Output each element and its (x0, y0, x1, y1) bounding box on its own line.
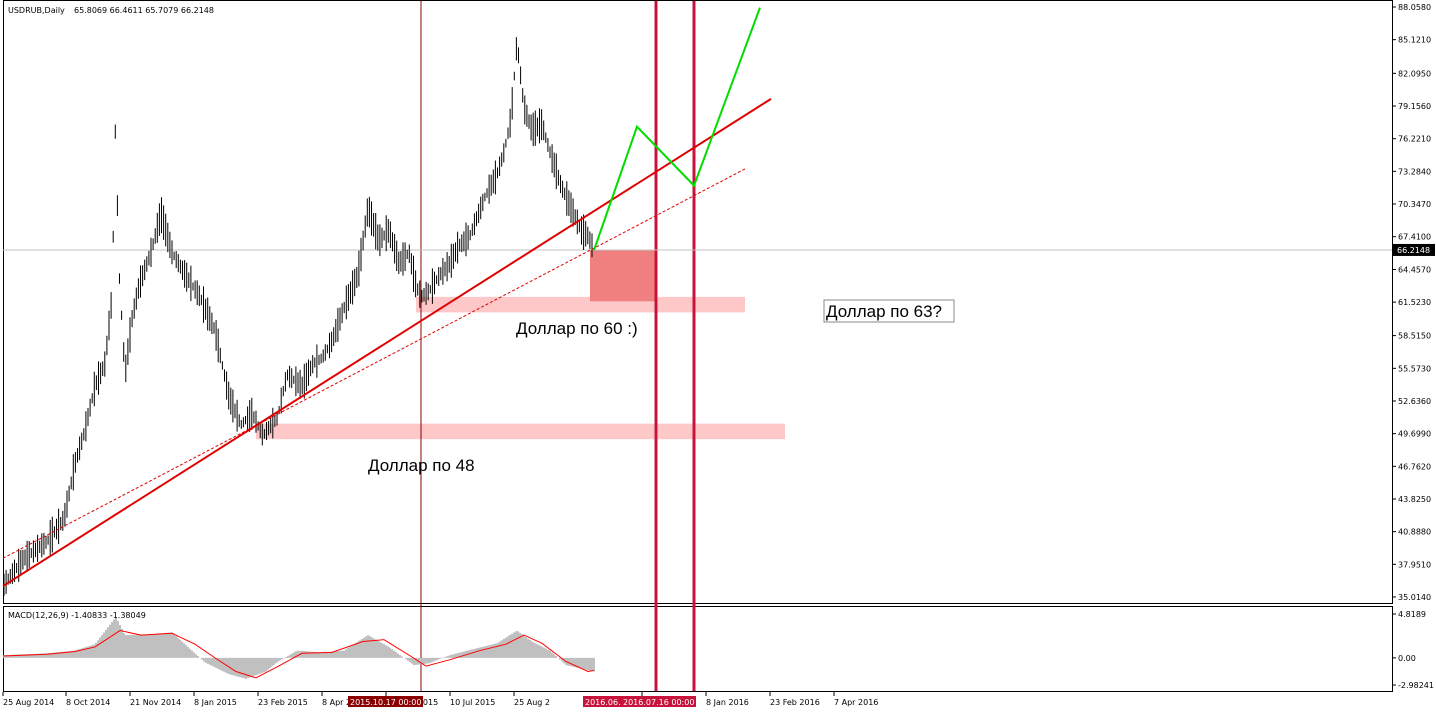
time-label: 25 Aug 2 (514, 698, 550, 707)
price-tick-label: 43.8250 (1398, 495, 1431, 504)
current-price-label: 66.2148 (1397, 246, 1430, 255)
price-tick-label: 40.8880 (1398, 528, 1431, 537)
price-tick-label: 82.0950 (1398, 69, 1431, 78)
price-tick-label: 49.6990 (1398, 430, 1431, 439)
price-tick-label: 67.4100 (1398, 233, 1431, 242)
header-ohlc: 65.8069 66.4611 65.7079 66.2148 (74, 6, 214, 15)
price-tick-label: 52.6360 (1398, 397, 1431, 406)
annotation-60: Доллар по 60 :) (516, 319, 638, 338)
time-label: 8 Oct 2014 (66, 698, 110, 707)
macd-header: MACD(12,26,9) -1.40833 -1.38049 (8, 611, 146, 620)
time-label: 10 Jul 2015 (450, 698, 495, 707)
price-tick-label: 88.0580 (1398, 3, 1431, 12)
macd-tick-label: -2.98241 (1398, 681, 1434, 690)
annotation-48: Доллар по 48 (368, 456, 475, 475)
price-tick-label: 61.5230 (1398, 298, 1431, 307)
annotation-63: Доллар по 63? (826, 302, 942, 321)
price-tick-label: 73.2840 (1398, 167, 1431, 176)
time-highlight-label: 2016.07.16 00:00 (623, 698, 694, 707)
macd-signal-line (2, 630, 595, 679)
price-zones (256, 250, 785, 440)
trend-line-1 (2, 98, 772, 587)
time-axis: 25 Aug 2014 8 Oct 2014 21 Nov 2014 8 Jan 20… (2, 692, 878, 707)
time-label: 8 Jan 2016 (706, 698, 749, 707)
time-label: 25 Aug 2014 (3, 698, 54, 707)
vertical-markers (420, 1, 696, 691)
price-tick-label: 79.1560 (1398, 102, 1431, 111)
time-label: 8 Jan 2015 (194, 698, 237, 707)
trend-lines (2, 98, 772, 587)
price-tick-label: 85.1210 (1398, 36, 1431, 45)
time-label: 21 Nov 2014 (130, 698, 181, 707)
time-highlight-box (583, 696, 658, 707)
price-tick-label: 37.9510 (1398, 560, 1431, 569)
price-axis: 88.0580 85.1210 82.0950 79.1560 76.2210 73.28… (1392, 3, 1435, 690)
time-highlight-label: 2016.06.08 00:00 (585, 698, 656, 707)
time-label: 23 Feb 2016 (770, 698, 820, 707)
ohlc-bars (3, 37, 593, 596)
time-label: 7 Apr 2016 (834, 698, 878, 707)
zone-a60 (416, 296, 745, 313)
time-highlight-box (621, 696, 696, 707)
time-highlight-label: 2015.10.17 00:00 (350, 698, 421, 707)
time-label: 23 Feb 2015 (258, 698, 308, 707)
macd-tick-label: 0.00 (1398, 654, 1416, 663)
price-tick-label: 58.5150 (1398, 332, 1431, 341)
zone-a48 (256, 423, 785, 440)
header-symbol: USDRUB,Daily (8, 6, 65, 15)
price-tick-label: 70.3470 (1398, 200, 1431, 209)
price-tick-label: 46.7620 (1398, 462, 1431, 471)
forecast-path (593, 7, 761, 251)
current-price-badge (1393, 243, 1435, 256)
price-tick-label: 55.5730 (1398, 364, 1431, 373)
price-tick-label: 76.2210 (1398, 135, 1431, 144)
price-tick-label: 64.4570 (1398, 266, 1431, 275)
macd-panel-frame (3, 606, 1393, 692)
macd-tick-label: 4.8189 (1398, 610, 1426, 619)
price-tick-label: 35.0140 (1398, 593, 1431, 602)
zone-a63 (590, 250, 656, 302)
time-label: 8 Apr 2015 (322, 698, 366, 707)
annotation-63-box (823, 299, 955, 323)
macd-indicator (2, 616, 595, 679)
forecast-zigzag (593, 7, 761, 251)
time-highlight-box (348, 696, 423, 707)
